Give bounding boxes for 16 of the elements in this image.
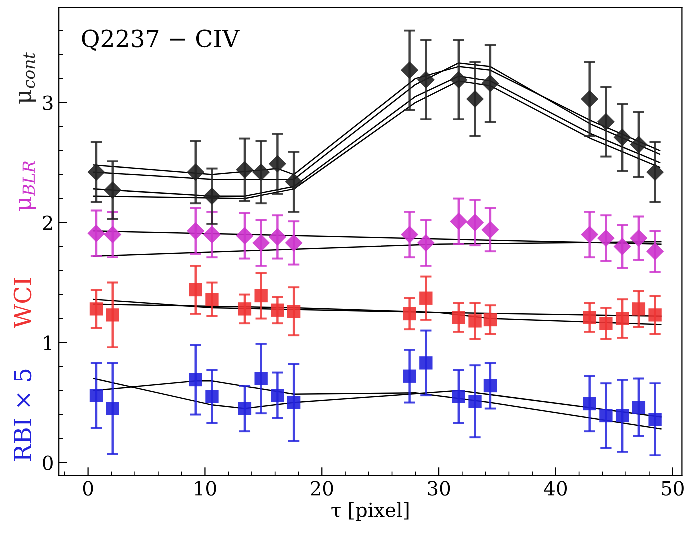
x-tick-label: 0	[83, 481, 94, 496]
x-tick-label: 20	[311, 481, 334, 496]
x-tick-label: 50	[662, 481, 684, 496]
y-tick-label: 3	[43, 96, 53, 110]
x-axis-title: τ [pixel]	[332, 502, 409, 522]
y-tick-label: 0	[43, 456, 53, 470]
x-tick-label: 40	[544, 481, 568, 496]
x-tick-label: 30	[428, 481, 450, 496]
x-tick-label: 10	[195, 481, 216, 496]
text: WCI	[14, 278, 32, 329]
y-tick-label: 2	[43, 216, 52, 230]
text: μ$_{cont}$	[19, 52, 36, 104]
text: RBI × 5	[14, 370, 32, 461]
y-tick-label: 1	[44, 336, 52, 350]
text: Q2237 − CIV	[82, 30, 240, 52]
text: μ$_{BLR}$	[19, 161, 36, 211]
